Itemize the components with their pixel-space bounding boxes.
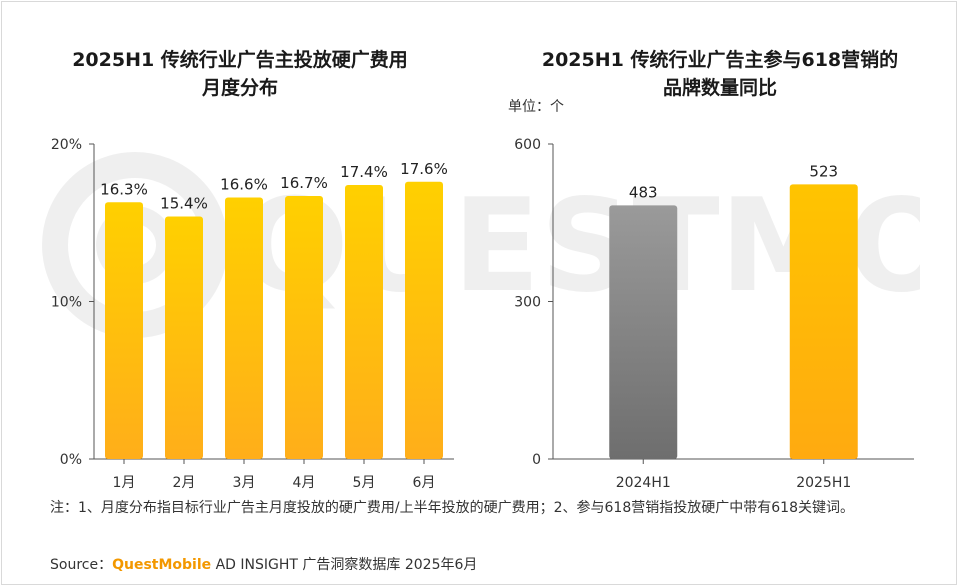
right-chart-unit: 单位：个 xyxy=(508,99,564,115)
left-y-tick-label: 0% xyxy=(60,452,82,468)
left-data-label-1: 16.3% xyxy=(100,180,148,198)
left-title-line-1: 2025H1 传统行业广告主投放硬广费用 xyxy=(72,49,408,71)
right-title-line-1: 2025H1 传统行业广告主参与618营销的 xyxy=(541,49,899,71)
left-bar-1 xyxy=(105,202,143,459)
left-data-label-2: 15.4% xyxy=(160,194,208,212)
left-bar-chart: 0% 10% 20% 16.3% 1月 15.4% 2月 16.6% 3月 16.7% 4月 17.4… xyxy=(51,137,454,491)
left-x-tick-label-6: 6月 xyxy=(413,475,436,491)
left-chart-title: 2025H1 传统行业广告主投放硬广费用 月度分布 xyxy=(40,46,440,102)
right-chart-title: 2025H1 传统行业广告主参与618营销的 品牌数量同比 xyxy=(500,46,940,102)
right-y-tick-label: 600 xyxy=(514,137,541,153)
right-bar-2 xyxy=(789,184,858,460)
source-line: Source：QuestMobile AD INSIGHT 广告洞察数据库 20… xyxy=(50,554,477,574)
left-data-label-4: 16.7% xyxy=(280,174,328,192)
left-x-tick-label-5: 5月 xyxy=(353,475,376,491)
left-x-tick-label-1: 1月 xyxy=(113,475,136,491)
right-x-tick-label-2: 2025H1 xyxy=(796,475,851,491)
source-prefix: Source： xyxy=(50,557,113,573)
left-data-label-3: 16.6% xyxy=(220,176,268,194)
right-bar-1 xyxy=(609,205,678,459)
left-data-label-5: 17.4% xyxy=(340,163,388,181)
left-data-label-6: 17.6% xyxy=(400,160,448,178)
right-data-label-1: 483 xyxy=(629,183,658,201)
right-title-line-2: 品牌数量同比 xyxy=(662,77,777,99)
left-x-tick-label-4: 4月 xyxy=(293,475,316,491)
left-title-line-2: 月度分布 xyxy=(201,77,278,99)
left-bar-3 xyxy=(225,197,263,460)
source-suffix: AD INSIGHT 广告洞察数据库 2025年6月 xyxy=(211,557,478,573)
left-bar-5 xyxy=(345,184,383,459)
left-bar-2 xyxy=(165,216,203,459)
footnote: 注：1、月度分布指目标行业广告主月度投放的硬广费用/上半年投放的硬广费用；2、参… xyxy=(50,500,854,516)
left-y-tick-label: 10% xyxy=(51,295,82,311)
right-data-label-2: 523 xyxy=(809,162,838,180)
right-bar-chart: 0 300 600 483 2024H1 523 2025H1 xyxy=(514,137,914,491)
left-y-tick-label: 20% xyxy=(51,137,82,153)
left-bar-6 xyxy=(405,181,443,460)
left-bar-4 xyxy=(285,195,323,459)
right-x-tick-label-1: 2024H1 xyxy=(616,475,671,491)
source-brand: QuestMobile xyxy=(112,557,212,573)
left-x-tick-label-3: 3月 xyxy=(233,475,256,491)
right-y-tick-label: 0 xyxy=(532,452,541,468)
left-x-tick-label-2: 2月 xyxy=(173,475,196,491)
right-y-tick-label: 300 xyxy=(514,295,541,311)
